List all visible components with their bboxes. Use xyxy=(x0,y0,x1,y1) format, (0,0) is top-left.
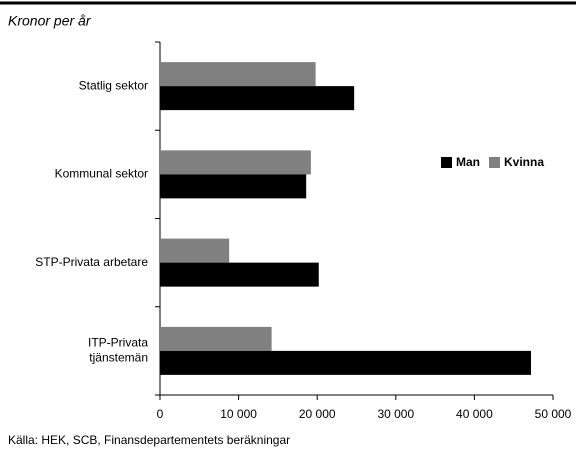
x-tick-label: 0 xyxy=(157,407,164,421)
x-tick-label: 30 000 xyxy=(377,407,414,421)
bar xyxy=(160,86,355,111)
x-tick-label: 10 000 xyxy=(220,407,257,421)
bar xyxy=(160,174,307,199)
chart-title: Kronor per år xyxy=(8,13,92,29)
bar xyxy=(160,262,319,287)
x-tick-label: 40 000 xyxy=(456,407,493,421)
source: Källa: HEK, SCB, Finansdepartementets be… xyxy=(8,433,290,447)
legend-label: Man xyxy=(456,155,480,169)
y-tick-label: Statlig sektor xyxy=(79,78,148,92)
y-tick-label: STP-Privata arbetare xyxy=(35,255,148,269)
legend-swatch xyxy=(489,157,500,168)
bar xyxy=(160,150,311,175)
legend-swatch xyxy=(441,157,452,168)
bar xyxy=(160,238,230,263)
x-tick-label: 20 000 xyxy=(299,407,336,421)
legend-label: Kvinna xyxy=(504,155,544,169)
bar xyxy=(160,326,272,351)
y-tick-label: Kommunal sektor xyxy=(55,167,148,181)
y-tick-label: ITP-Privata tjänstemän xyxy=(88,336,148,365)
x-tick-label: 50 000 xyxy=(535,407,572,421)
bar xyxy=(160,350,531,375)
bar xyxy=(160,62,316,87)
